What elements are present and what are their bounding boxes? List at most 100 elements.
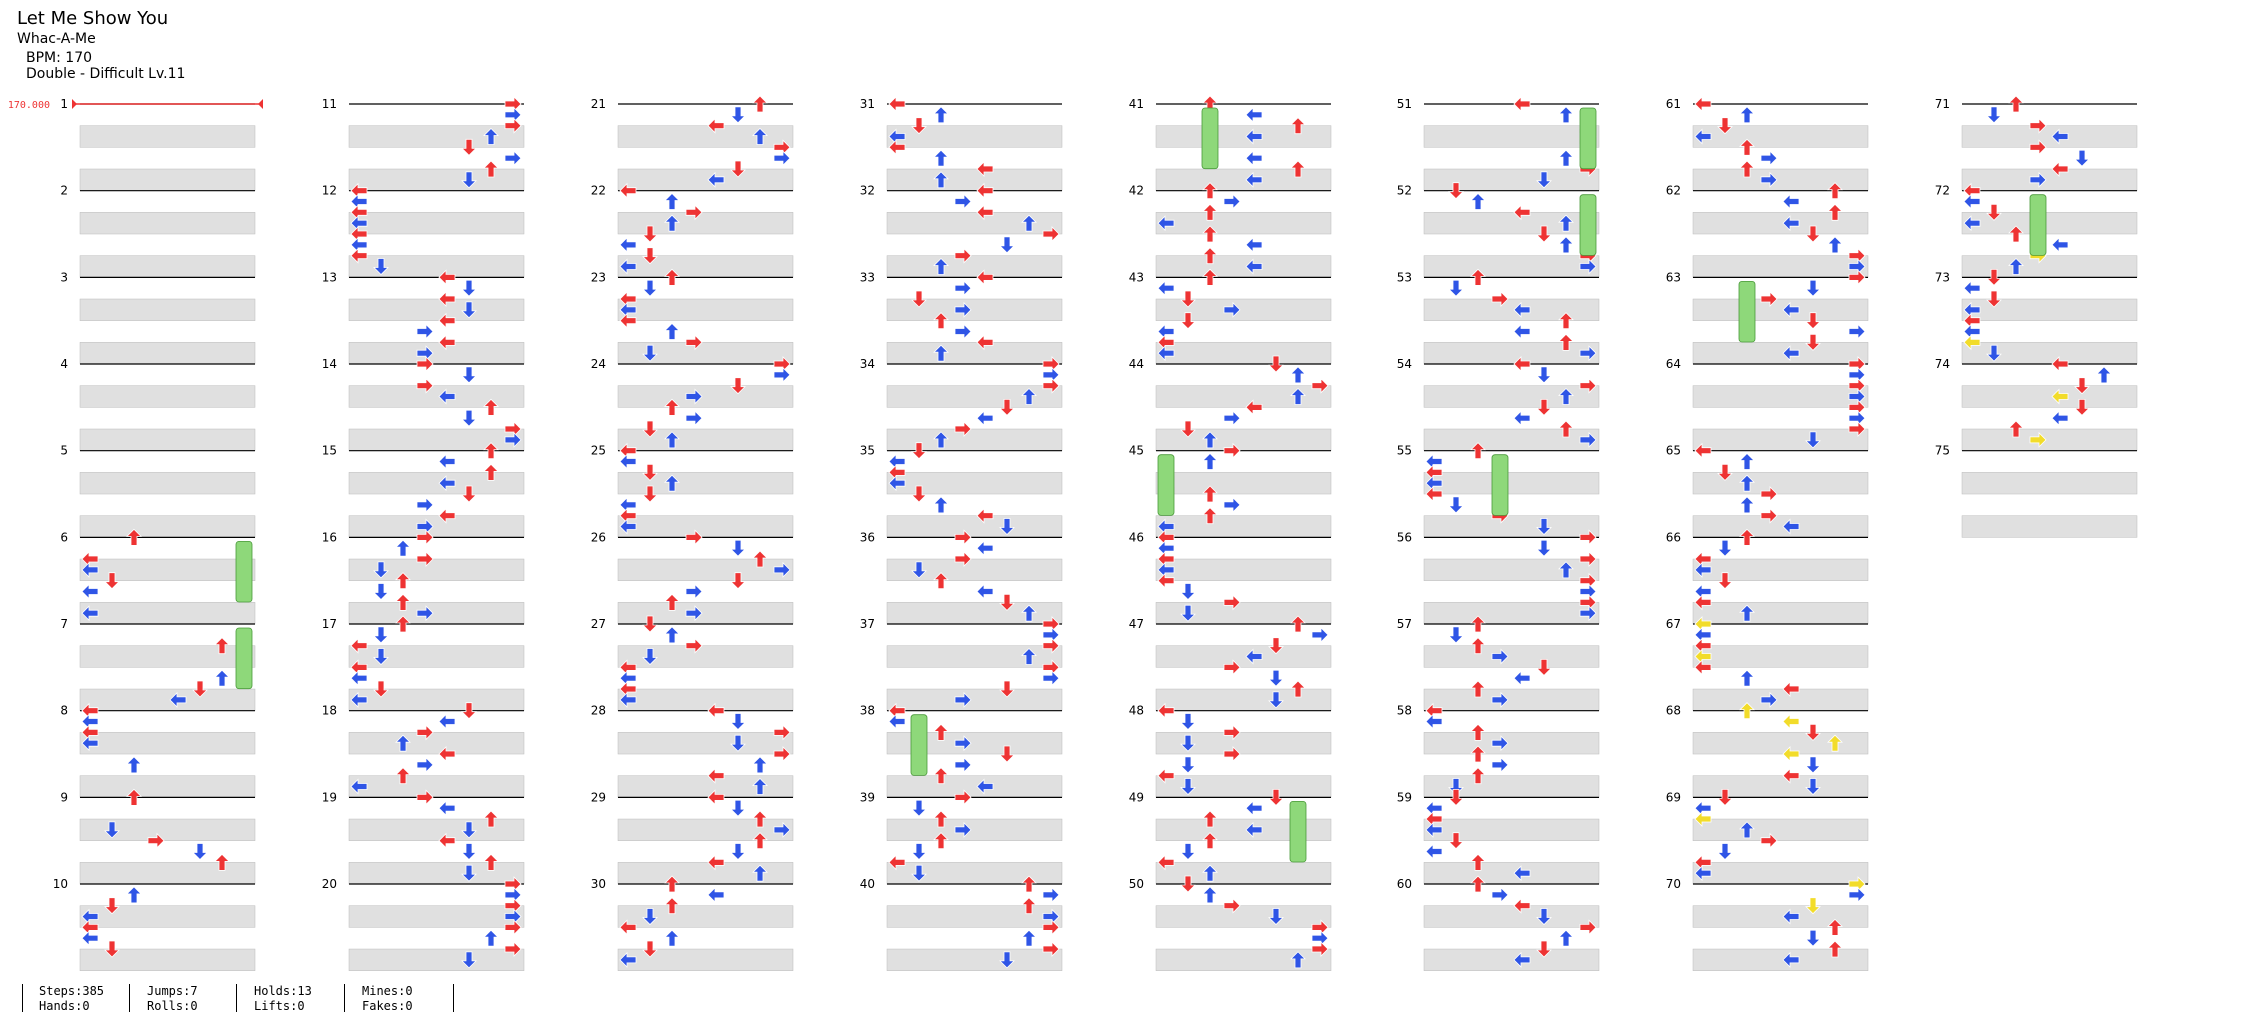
measure-number: 14 [322,357,337,371]
measure-number: 71 [1935,97,1950,111]
arrow-right-icon [416,551,434,567]
arrow-up-icon [1558,333,1574,351]
beat-band [348,732,525,755]
arrow-left-icon [1782,301,1800,318]
arrow-up-icon [933,810,949,828]
measure-number: 47 [1129,617,1144,631]
arrow-right-icon [773,561,791,578]
arrow-right-icon [1223,410,1241,427]
arrow-down-icon [461,702,477,720]
arrow-up-icon [1290,366,1306,384]
beat-band [886,645,1063,668]
beat-band [1961,342,2138,365]
measure-number: 6 [60,530,68,544]
arrow-up-icon [1739,528,1755,546]
measure-number: 57 [1397,617,1412,631]
beat-band [1423,645,1600,668]
beat-band [348,428,525,451]
beat-band [348,775,525,798]
arrow-up-icon [395,593,411,611]
arrow-left-icon [350,637,368,654]
arrow-down-icon [1268,908,1284,926]
arrow-up-icon [126,886,142,904]
beat-band [617,558,794,581]
beat-band [617,515,794,538]
arrow-up-icon [664,875,680,893]
beat-band [886,862,1063,885]
arrow-up-icon [1827,236,1843,254]
beat-band [1155,255,1332,278]
arrow-right-icon [1223,724,1241,741]
arrow-down-icon [104,897,120,915]
arrow-left-icon [438,334,456,351]
arrow-left-icon [1157,215,1175,232]
arrow-up-icon [1470,637,1486,655]
arrow-down-icon [1180,778,1196,796]
arrow-down-icon [1448,788,1464,806]
beat-band [1155,558,1332,581]
arrow-right-icon [416,377,434,394]
bpm-marker-icon [258,99,263,109]
measure-number: 33 [860,270,875,284]
beat-band [348,645,525,668]
arrow-down-icon [1448,778,1464,796]
measure-number: 61 [1666,97,1681,111]
measure-number: 22 [591,184,606,198]
arrow-up-icon [395,767,411,785]
beat-band [348,948,525,971]
arrow-up-icon [483,463,499,481]
beat-band [617,212,794,235]
arrow-left-icon [438,713,456,730]
arrow-down-icon [1448,832,1464,850]
arrow-left-icon [2051,161,2069,177]
beat-band [348,168,525,191]
arrow-right-icon [954,551,972,567]
measure-number: 28 [591,704,606,718]
arrow-up-icon [1558,214,1574,232]
arrow-down-icon [1986,344,2002,362]
beat-band [886,125,1063,148]
arrow-right-icon [1042,941,1060,957]
measure-number: 50 [1129,877,1144,891]
arrow-down-icon [1536,539,1552,557]
arrow-left-icon [438,800,456,817]
arrow-left-icon [1694,811,1712,827]
arrow-right-icon [1042,377,1060,394]
arrow-right-icon [1848,366,1866,383]
arrow-left-icon [888,453,906,470]
arrow-left-icon [619,453,637,470]
arrow-up-icon [664,474,680,492]
arrow-right-icon [416,789,434,806]
beat-band [1423,602,1600,625]
arrow-up-icon [483,398,499,416]
arrow-down-icon [1180,290,1196,308]
arrow-down-icon [730,734,746,752]
arrow-right-icon [685,388,703,405]
beat-band [1423,342,1600,365]
arrow-down-icon [999,518,1015,536]
measure-number: 16 [322,530,337,544]
arrow-left-icon [619,518,637,535]
arrow-down-icon [1717,117,1733,135]
arrow-up-icon [1558,420,1574,438]
arrow-down-icon [373,258,389,276]
arrow-left-icon [1782,908,1800,925]
arrow-up-icon [933,572,949,590]
hold-bar [1579,107,1597,170]
arrow-left-icon [169,691,187,708]
arrow-right-icon [1491,291,1509,307]
arrow-up-icon [1739,160,1755,178]
arrow-up-icon [2008,95,2024,113]
stat-mines: Mines:0 [362,984,413,998]
arrow-up-icon [1202,832,1218,850]
bpm-marker: 170.000 [8,100,50,111]
arrow-up-icon [1739,821,1755,839]
arrow-right-icon [504,150,522,167]
arrow-left-icon [1513,897,1531,914]
arrow-up-icon [752,127,768,145]
arrow-right-icon [1579,431,1597,448]
beat-band [79,342,256,365]
arrow-down-icon [104,940,120,958]
arrow-down-icon [911,117,927,135]
arrow-up-icon [1558,236,1574,254]
